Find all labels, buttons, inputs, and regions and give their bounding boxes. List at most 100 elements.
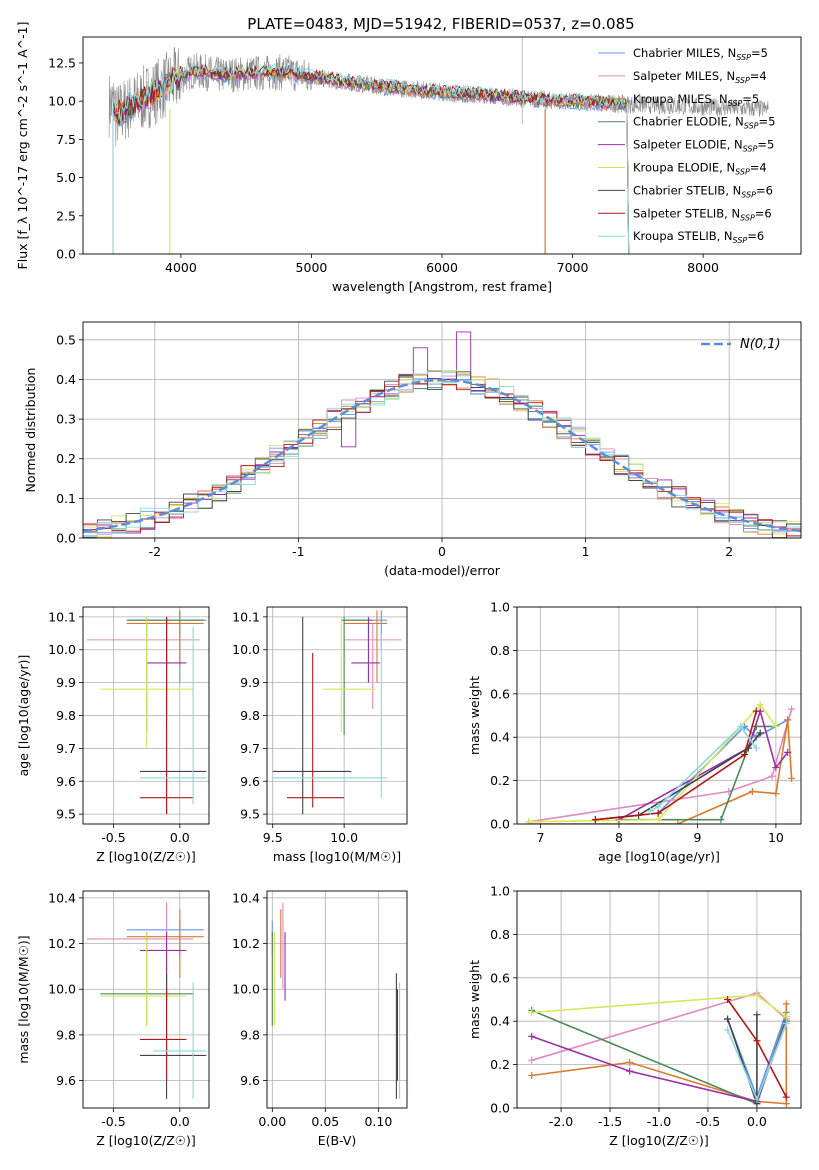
y-tick-label: 0.5 xyxy=(56,332,76,347)
y-tick-label: 9.5 xyxy=(240,807,260,822)
y-tick-label: 0.0 xyxy=(490,1101,510,1116)
y-tick-label: 0.4 xyxy=(490,1014,510,1029)
line-salpeter-miles xyxy=(528,708,793,823)
y-tick-label: 9.9 xyxy=(240,675,260,690)
y-tick-label: 10.2 xyxy=(48,936,76,951)
line-kroupa-stelib xyxy=(650,725,757,812)
y-tick-label: 1.0 xyxy=(490,600,510,615)
figure-title: PLATE=0483, MJD=51942, FIBERID=0537, z=0… xyxy=(247,15,634,33)
x-tick-label: -0.5 xyxy=(696,1114,720,1129)
marker-kroupa-stelib xyxy=(724,1026,732,1034)
plot-area xyxy=(108,37,769,254)
legend-entry: Kroupa STELIB, NSSP=6 xyxy=(633,229,764,245)
y-tick-label: 9.9 xyxy=(56,675,76,690)
x-tick-label: -0.5 xyxy=(101,1114,125,1129)
y-tick-label: 9.6 xyxy=(240,1073,260,1088)
model-spectrum-salpeter-stelib xyxy=(112,63,630,254)
marker-salpeter-miles xyxy=(788,705,796,713)
y-tick-label: 0.8 xyxy=(490,643,510,658)
y-tick-label: 7.5 xyxy=(56,132,76,147)
line-kroupa-miles xyxy=(528,719,793,824)
marker-kroupa-elodie xyxy=(528,1009,536,1017)
marker-kroupa-stelib xyxy=(654,803,662,811)
x-tick-label: 9.5 xyxy=(263,830,283,845)
x-tick-label: 8 xyxy=(615,830,623,845)
y-tick-label: 9.8 xyxy=(56,708,76,723)
marker-salpeter-stelib xyxy=(782,1093,790,1101)
x-tick-label: 0.0 xyxy=(170,1114,190,1129)
marker-chabrier-stelib xyxy=(753,1011,761,1019)
marker-salpeter-stelib xyxy=(724,996,732,1003)
y-tick-label: 10.0 xyxy=(232,642,260,657)
y-tick-label: 0.4 xyxy=(56,372,76,387)
y-tick-label: 10.0 xyxy=(48,982,76,997)
model-spectrum-kroupa-stelib xyxy=(112,62,630,254)
x-axis-label: age [log10(age/yr)] xyxy=(598,849,720,864)
y-tick-label: 0.3 xyxy=(56,412,76,427)
legend: Chabrier MILES, NSSP=5 Salpeter MILES, NS… xyxy=(598,46,775,245)
line-chabrier-elodie xyxy=(619,725,776,821)
x-axis-label: Z [log10(Z/Z☉)] xyxy=(96,849,196,864)
marker-salpeter-stelib xyxy=(591,816,599,824)
x-tick-label: 0.10 xyxy=(364,1114,392,1129)
x-tick-label: 6000 xyxy=(426,260,458,275)
x-tick-label: 7000 xyxy=(557,260,589,275)
panel-residual_hist: -2 -1 0 1 2 0.0 0.1 0.2 0.3 0.4 0.5 (data-model)/er… xyxy=(23,321,802,578)
x-tick-label: 0.05 xyxy=(311,1114,339,1129)
y-tick-label: 0.0 xyxy=(56,531,76,546)
y-tick-label: 2.5 xyxy=(56,208,76,223)
marker-salpeter-stelib xyxy=(654,809,662,817)
y-tick-label: 0.4 xyxy=(490,730,510,745)
marker-kroupa-miles xyxy=(748,787,756,795)
y-tick-label: 9.5 xyxy=(56,807,76,822)
y-tick-label: 0.2 xyxy=(56,451,76,466)
y-tick-label: 9.7 xyxy=(240,741,260,756)
plot-area xyxy=(528,989,790,1108)
x-tick-label: 0.0 xyxy=(170,830,190,845)
y-tick-label: 10.4 xyxy=(232,890,260,905)
y-tick-label: 0.2 xyxy=(490,1057,510,1072)
x-tick-label: 1 xyxy=(582,544,590,559)
x-axis-label: mass [log10(M/M☉)] xyxy=(273,849,401,864)
plot-area xyxy=(525,701,796,824)
marker-salpeter-elodie xyxy=(784,748,792,756)
x-tick-label: 0.0 xyxy=(747,1114,767,1129)
marker-kroupa-miles xyxy=(782,1100,790,1108)
x-tick-label: -2 xyxy=(149,544,161,559)
y-tick-label: 10.2 xyxy=(232,936,260,951)
x-tick-label: -0.5 xyxy=(101,830,125,845)
marker-salpeter-miles xyxy=(768,772,776,780)
plot-area xyxy=(272,610,402,815)
x-tick-label: 5000 xyxy=(296,260,328,275)
marker-kroupa-elodie xyxy=(756,701,764,709)
x-tick-label: -1.5 xyxy=(598,1114,622,1129)
legend-entry: Salpeter ELODIE, NSSP=5 xyxy=(633,138,774,154)
legend-entry: Kroupa ELODIE, NSSP=4 xyxy=(633,161,767,177)
x-tick-label: -1.0 xyxy=(647,1114,671,1129)
y-tick-label: 1.0 xyxy=(490,884,510,899)
marker-salpeter-elodie xyxy=(772,764,780,772)
marker-kroupa-stelib xyxy=(782,1019,790,1027)
y-tick-label: 12.5 xyxy=(48,55,76,70)
marker-kroupa-stelib xyxy=(646,807,654,815)
x-tick-label: -1 xyxy=(292,544,304,559)
panel-mass_vs_ebv: 0.00 0.05 0.10 9.6 9.8 10.0 10.2 10.4 E(B-V) xyxy=(232,890,408,1148)
y-tick-label: 5.0 xyxy=(56,170,76,185)
marker-kroupa-miles xyxy=(528,1071,536,1079)
line-salpeter-stelib xyxy=(595,710,758,821)
y-axis-label: Flux [f_λ 10^-17 erg cm^-2 s^-1 A^-1] xyxy=(15,22,30,270)
axes-frame xyxy=(516,606,802,825)
marker-chabrier-stelib xyxy=(724,1015,732,1023)
y-tick-label: 10.0 xyxy=(232,982,260,997)
y-tick-label: 9.6 xyxy=(240,774,260,789)
marker-salpeter-stelib xyxy=(753,1037,761,1045)
legend-entry: Chabrier ELODIE, NSSP=5 xyxy=(633,115,775,131)
plot-area xyxy=(83,331,801,538)
y-tick-label: 0.2 xyxy=(490,773,510,788)
axes-frame xyxy=(266,890,408,1109)
marker-kroupa-stelib xyxy=(753,1095,761,1103)
x-axis-label: wavelength [Angstrom, rest frame] xyxy=(332,279,552,294)
marker-kroupa-miles xyxy=(784,716,792,724)
gaussian-curve xyxy=(83,378,801,533)
panel-age_vs_Z: -0.5 0.0 9.5 9.6 9.7 9.8 9.9 10.0 10.1 Z [log10(Z… xyxy=(16,606,210,864)
